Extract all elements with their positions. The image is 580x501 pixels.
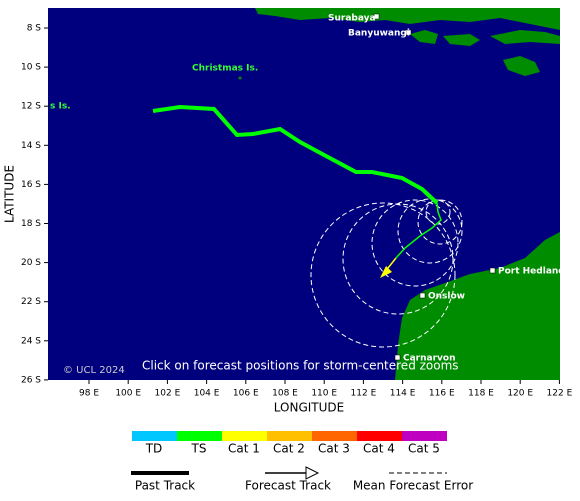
place-label: Surabaya xyxy=(328,14,376,24)
place-label: Port Hedland xyxy=(498,267,565,277)
forecast-error-cones xyxy=(310,198,463,348)
category-swatch xyxy=(312,431,357,441)
lon-tick-label: 114 E xyxy=(390,389,416,399)
lon-tick-label: 102 E xyxy=(155,389,181,399)
lon-tick-label: 112 E xyxy=(351,389,377,399)
category-swatch xyxy=(402,431,447,441)
lat-tick-label: 24 S xyxy=(21,336,41,346)
place-label: Banyuwangi xyxy=(348,29,410,39)
forecast-arrow-sample xyxy=(305,466,320,480)
copyright: © UCL 2024 xyxy=(63,365,125,376)
lat-tick-label: 26 S xyxy=(21,375,41,385)
category-label: TD xyxy=(145,442,163,456)
lat-tick-label: 14 S xyxy=(21,141,41,151)
category-label: Cat 1 xyxy=(228,442,260,456)
lon-tick-label: 118 E xyxy=(468,389,494,399)
lon-tick-label: 108 E xyxy=(272,389,298,399)
lat-tick-label: 12 S xyxy=(21,102,41,112)
past-track xyxy=(152,104,439,205)
forecast-track[interactable] xyxy=(395,202,442,259)
lat-tick-label: 20 S xyxy=(21,258,41,268)
y-axis-title: LATITUDE xyxy=(3,165,17,223)
category-label: Cat 3 xyxy=(318,442,350,456)
land xyxy=(238,8,560,380)
lat-tick-label: 10 S xyxy=(21,63,41,73)
category-label: Cat 4 xyxy=(363,442,395,456)
lon-tick-label: 104 E xyxy=(194,389,220,399)
lat-tick-label: 16 S xyxy=(21,180,41,190)
category-swatch xyxy=(177,431,222,441)
lat-tick-label: 8 S xyxy=(27,24,42,34)
category-bar xyxy=(132,431,447,441)
lon-tick-label: 110 E xyxy=(311,389,337,399)
category-label: TS xyxy=(191,442,207,456)
lon-tick-label: 122 E xyxy=(547,389,573,399)
forecast-arrow xyxy=(380,266,392,278)
legend-label: Past Track xyxy=(135,479,195,493)
town-markers xyxy=(373,13,496,361)
category-swatch xyxy=(357,431,402,441)
category-label: Cat 5 xyxy=(408,442,440,456)
lon-tick-label: 100 E xyxy=(115,389,141,399)
category-swatch xyxy=(222,431,267,441)
place-label: Christmas Is. xyxy=(192,64,258,74)
place-label: s Is. xyxy=(50,102,71,112)
lon-tick-label: 120 E xyxy=(507,389,533,399)
place-label: Carnarvon xyxy=(403,354,456,364)
legend-label: Forecast Track xyxy=(245,479,331,493)
lon-tick-label: 116 E xyxy=(429,389,455,399)
category-swatch xyxy=(267,431,312,441)
x-axis-title: LONGITUDE xyxy=(274,401,344,415)
lon-tick-label: 98 E xyxy=(79,389,99,399)
place-label: Onslow xyxy=(428,292,465,302)
lat-tick-label: 22 S xyxy=(21,297,41,307)
lat-tick-label: 18 S xyxy=(21,219,41,229)
hint: Click on forecast positions for storm-ce… xyxy=(142,359,459,373)
legend-label: Mean Forecast Error xyxy=(353,479,473,493)
category-label: Cat 2 xyxy=(273,442,305,456)
category-swatch xyxy=(132,431,177,441)
lon-tick-label: 106 E xyxy=(233,389,259,399)
